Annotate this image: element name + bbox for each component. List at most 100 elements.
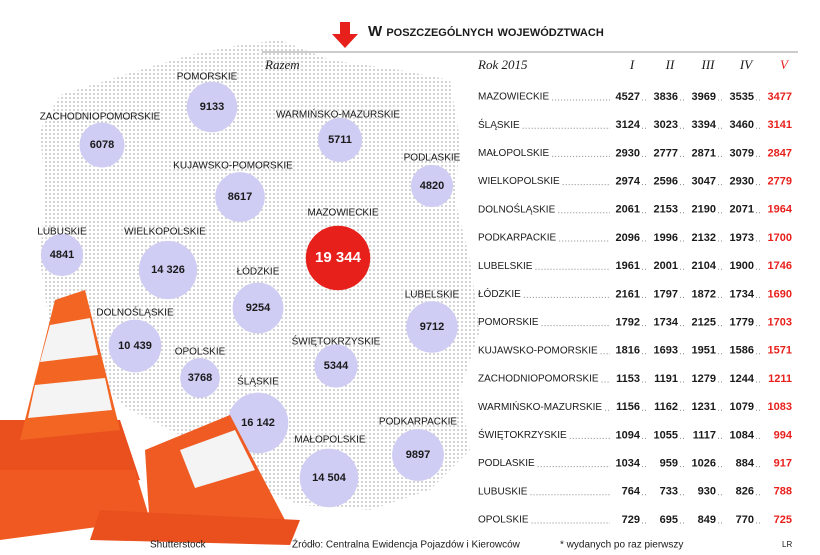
region-name: PODKARPACKIE (379, 417, 457, 428)
region-name: POMORSKIE (177, 72, 238, 83)
region-value: 14 326 (151, 264, 185, 276)
row-name: POMORSKIE (478, 317, 539, 328)
bubble (392, 429, 444, 481)
bubble (108, 319, 162, 373)
cell-value: 826 (736, 486, 754, 498)
bubble (180, 358, 220, 398)
cell-value: 994 (774, 429, 793, 441)
bubble (299, 448, 359, 508)
region-name: ŁÓDZKIE (237, 265, 280, 278)
region-name: ŚLĄSKIE (237, 375, 279, 388)
cell-value: 788 (774, 486, 792, 498)
column-header: IV (739, 57, 754, 72)
bubble (215, 172, 265, 222)
cell-value: 1816 (616, 345, 640, 357)
cell-value: 2777 (654, 147, 678, 159)
cell-value: 917 (774, 458, 792, 470)
cell-value: 1083 (768, 401, 792, 413)
cell-value: 729 (622, 514, 640, 526)
cell-value: 3477 (768, 91, 792, 103)
region-value: 5711 (328, 134, 352, 146)
cell-value: 1703 (768, 317, 792, 329)
cell-value: 1693 (654, 345, 678, 357)
note: * wydanych po raz pierwszy (560, 540, 683, 551)
cell-value: 2930 (616, 147, 640, 159)
cell-value: 2779 (768, 176, 792, 188)
row-name: ŁÓDZKIE (478, 287, 521, 300)
cell-value: 1162 (654, 401, 678, 413)
cell-value: 1690 (768, 288, 792, 300)
title: W poszczególnych województwach (368, 23, 604, 40)
cell-value: 2001 (654, 260, 678, 272)
cell-value: 725 (774, 514, 792, 526)
cell-value: 1996 (654, 232, 678, 244)
region-name: WIELKOPOLSKIE (124, 227, 206, 238)
initials: LR (782, 540, 792, 549)
cell-value: 1792 (616, 317, 640, 329)
cell-value: 1779 (730, 317, 754, 329)
row-name: ZACHODNIOPOMORSKIE (478, 374, 599, 385)
cell-value: 1746 (768, 260, 792, 272)
cell-value: 1079 (730, 401, 754, 413)
row-name: LUBUSKIE (478, 486, 528, 497)
region-value: 9712 (420, 321, 444, 333)
cell-value: 2061 (616, 204, 640, 216)
cell-value: 3836 (654, 91, 678, 103)
cell-value: 1034 (616, 458, 641, 470)
cell-value: 3535 (730, 91, 754, 103)
cell-value: 2161 (616, 288, 640, 300)
region-name: OPOLSKIE (175, 347, 226, 358)
cell-value: 1973 (730, 232, 754, 244)
cell-value: 1191 (654, 373, 678, 385)
row-name: PODLASKIE (478, 458, 535, 469)
bubble (186, 81, 238, 133)
row-name: DOLNOŚLĄSKIE (478, 202, 556, 215)
bubble (317, 117, 363, 163)
cell-value: 959 (660, 458, 678, 470)
region-name: LUBUSKIE (37, 227, 87, 238)
bubble (138, 240, 198, 300)
cell-value: 849 (698, 514, 716, 526)
row-name: WIELKOPOLSKIE (478, 176, 560, 187)
region-value: 10 439 (118, 340, 152, 352)
row-name: MAZOWIECKIE (478, 92, 549, 103)
region-value: 9254 (246, 302, 271, 314)
cell-value: 2190 (692, 204, 716, 216)
cell-value: 1734 (730, 288, 755, 300)
cell-value: 2847 (768, 147, 792, 159)
region-value: 9133 (200, 101, 224, 113)
cell-value: 1961 (616, 260, 640, 272)
bubble (40, 233, 84, 277)
row-name: MAŁOPOLSKIE (478, 148, 549, 159)
cell-value: 1094 (616, 429, 641, 441)
cell-value: 764 (622, 486, 641, 498)
cell-value: 1571 (768, 345, 792, 357)
region-value: 16 142 (241, 417, 275, 429)
cell-value: 1900 (730, 260, 754, 272)
cell-value: 2930 (730, 176, 754, 188)
region-value: 4841 (50, 249, 74, 261)
column-header: Razem (264, 57, 300, 72)
cell-value: 3969 (692, 91, 716, 103)
column-header: III (701, 57, 716, 72)
cell-value: 4527 (616, 91, 640, 103)
arrow-icon (332, 22, 358, 48)
cell-value: 1084 (730, 429, 755, 441)
region-name: ŚWIĘTOKRZYSKIE (292, 335, 381, 348)
cell-value: 930 (698, 486, 716, 498)
bubble (305, 225, 371, 291)
region-name: ZACHODNIOPOMORSKIE (40, 112, 161, 123)
map-outline (40, 40, 480, 510)
cell-value: 695 (660, 514, 678, 526)
cell-value: 1586 (730, 345, 754, 357)
cell-value: 3023 (654, 119, 678, 131)
cell-value: 3394 (692, 119, 717, 131)
cell-value: 2125 (692, 317, 716, 329)
row-name: ŚWIĘTOKRZYSKIE (478, 428, 567, 441)
region-value: 9897 (406, 449, 430, 461)
cell-value: 1117 (693, 429, 716, 441)
cell-value: 1211 (768, 373, 792, 385)
column-header: Rok 2015 (477, 57, 528, 72)
region-name: MAŁOPOLSKIE (294, 435, 365, 446)
credit: Shutterstock (150, 540, 207, 551)
